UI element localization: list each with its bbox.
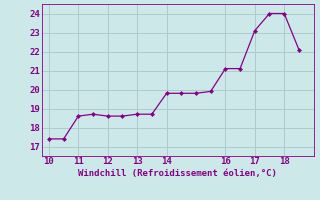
X-axis label: Windchill (Refroidissement éolien,°C): Windchill (Refroidissement éolien,°C): [78, 169, 277, 178]
